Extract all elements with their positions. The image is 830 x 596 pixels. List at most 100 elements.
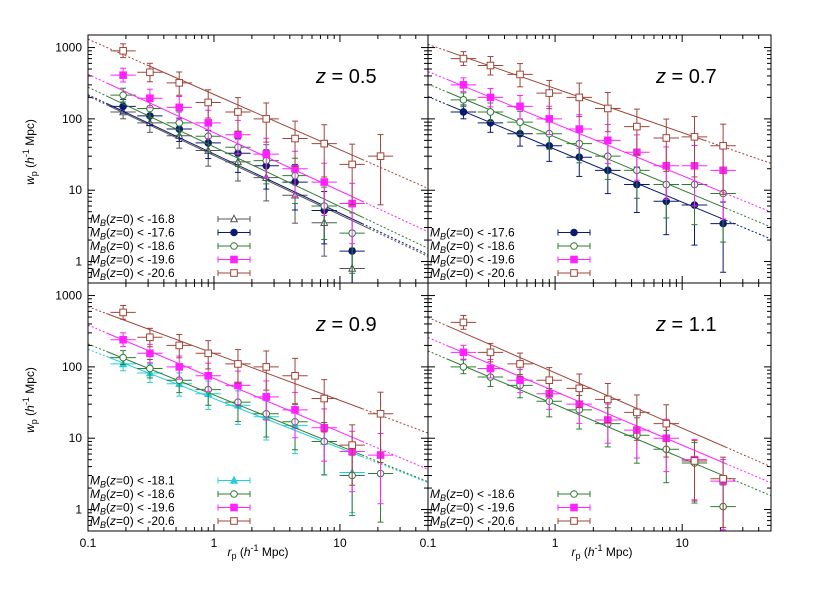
legend-z: z	[109, 474, 116, 488]
data-point	[604, 395, 612, 404]
data-point	[119, 308, 127, 317]
data-point	[204, 349, 213, 358]
legend-symbol: M	[430, 239, 440, 253]
legend-threshold: =0) < -17.6	[116, 226, 175, 240]
fit-line	[106, 82, 363, 202]
fit-extension	[428, 43, 447, 52]
data-point	[459, 318, 468, 327]
legend-label: MB(z=0) < -20.6	[90, 266, 175, 282]
legend-paren: (	[106, 501, 110, 515]
fit-extension	[428, 316, 447, 326]
legend-threshold: =0) < -17.6	[456, 226, 515, 240]
legend-paren: (	[106, 474, 110, 488]
x-tick-label: 0.1	[80, 536, 97, 550]
legend-symbol: M	[90, 212, 100, 226]
legend-paren: (	[106, 226, 110, 240]
legend-paren: (	[446, 253, 450, 267]
data-point	[204, 98, 213, 107]
legend-symbol: M	[90, 239, 100, 253]
legend-threshold: =0) < -20.6	[456, 514, 515, 528]
fit-extension	[428, 337, 447, 346]
fit-extension	[725, 476, 771, 497]
legend-paren: (	[446, 514, 450, 528]
x-tick-label: 1	[552, 536, 559, 550]
data-point	[575, 384, 584, 393]
legend-label: MB(z=0) < -19.6	[90, 253, 175, 269]
legend-marker	[230, 228, 238, 237]
x-axis-title-left: rp (h-1 Mpc)	[227, 543, 288, 561]
plot-area	[88, 38, 428, 283]
plot-area	[428, 43, 771, 273]
fit-extension	[88, 95, 107, 106]
legend-subscript: B	[440, 507, 446, 517]
y-tick-label: 10	[69, 183, 83, 197]
fit-extension	[88, 73, 107, 84]
data-point	[459, 108, 468, 116]
legend-threshold: =0) < -20.6	[116, 514, 175, 528]
z-value: = 0.5	[326, 66, 377, 88]
data-point	[486, 93, 495, 102]
z-value: = 0.9	[326, 314, 377, 336]
data-point	[146, 364, 154, 373]
fit-extension	[368, 228, 428, 257]
data-point	[320, 394, 329, 403]
data-point	[719, 141, 727, 150]
data-point	[516, 360, 524, 368]
data-point	[146, 349, 154, 358]
data-point	[662, 134, 671, 142]
plot-area	[428, 314, 771, 531]
fit-extension	[88, 324, 107, 334]
legend-paren: (	[106, 212, 110, 226]
legend-threshold: =0) < -18.6	[456, 239, 515, 253]
legend-subscript: B	[440, 245, 446, 255]
data-point	[486, 348, 495, 357]
y-tick-label: 1000	[55, 289, 82, 303]
y-tick-label: 100	[62, 360, 82, 374]
legend-label: MB(z=0) < -17.6	[90, 226, 175, 242]
legend-subscript: B	[100, 493, 106, 503]
data-point	[348, 160, 356, 169]
fit-extension	[725, 446, 771, 468]
series--20.6	[88, 304, 428, 486]
legend-z: z	[109, 239, 116, 253]
z-symbol: z	[315, 66, 326, 88]
data-point	[545, 376, 554, 385]
legend-label: MB(z=0) < -17.6	[430, 226, 515, 242]
data-point	[376, 152, 385, 160]
fit-extension	[428, 350, 447, 360]
y-axis-title-bottom: wp (h-1 Mpc)	[21, 367, 39, 433]
legend-label: MB(z=0) < -20.6	[430, 266, 515, 282]
fit-extension	[88, 38, 149, 66]
data-point	[662, 419, 671, 428]
legend-label: MB(z=0) < -18.6	[90, 239, 175, 255]
data-point	[291, 406, 299, 414]
legend-z: z	[109, 266, 116, 280]
legend-symbol: M	[430, 501, 440, 515]
data-point	[175, 119, 184, 127]
fit-extension	[428, 96, 447, 105]
legend-paren: (	[446, 266, 450, 280]
legend-label: MB(z=0) < -19.6	[430, 253, 515, 269]
legend-marker	[230, 517, 238, 525]
fit-extension	[725, 207, 771, 228]
legend-marker	[230, 242, 238, 250]
fit-line	[106, 95, 363, 218]
data-point	[119, 71, 127, 79]
data-point	[633, 408, 641, 417]
data-point	[516, 376, 524, 385]
data-point	[320, 139, 329, 148]
legend-z: z	[449, 253, 456, 267]
panel-redshift-label: z = 0.9	[315, 314, 377, 336]
legend-paren: (	[106, 487, 110, 501]
data-point	[234, 130, 242, 139]
fit-extension	[725, 219, 771, 240]
fit-extension	[361, 454, 428, 483]
legend: MB(z=0) < -18.6MB(z=0) < -19.6MB(z=0) < …	[430, 487, 591, 530]
data-point	[459, 348, 468, 357]
legend-paren: (	[446, 239, 450, 253]
legend-subscript: B	[100, 272, 106, 282]
data-point	[119, 353, 127, 362]
legend-z: z	[449, 501, 456, 515]
z-value: = 0.7	[666, 66, 717, 88]
axis-ticks	[427, 35, 772, 284]
